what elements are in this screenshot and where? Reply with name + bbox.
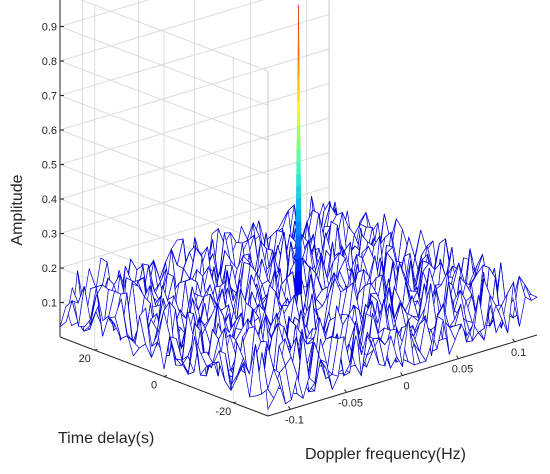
z-tick-label: 0.1 [42,298,57,310]
peak-segment [296,136,301,151]
y-tick-mark [94,348,98,351]
x-tick-label: 0.1 [511,347,526,359]
peak-segment [297,52,300,66]
peak-segment [296,160,301,175]
peak-segment [295,269,302,284]
x-tick-label: -0.1 [285,414,304,426]
x-tick-mark [512,338,516,343]
z-grid-line [79,0,269,72]
x-axis-label: Doppler frequency(Hz) [305,446,466,463]
x-tick-label: 0.05 [452,364,473,376]
peak-spike [294,4,303,296]
x-tick-mark [400,372,403,376]
z-tick-label: 0.6 [42,125,57,137]
axes [59,0,538,417]
peak-segment [297,40,300,54]
peak-segment [296,112,301,127]
z-tick-label: 0.3 [42,229,57,241]
peak-segment [295,209,302,224]
peak-segment [297,88,300,103]
peak-segment [297,64,300,78]
peak-segment [296,148,301,163]
z-axis-label: Amplitude [9,174,26,245]
peak-segment [297,76,300,90]
peak-segment [296,172,301,187]
z-tick-label: 0.8 [42,56,57,68]
x-tick-mark [456,355,459,359]
y-tick-label: -20 [215,406,231,418]
peak-segment [296,100,301,115]
z-tick-label: 0.9 [42,22,57,34]
peak-segment [297,28,300,42]
surface-mesh [59,196,538,411]
y-tick-mark [233,401,237,404]
z-tick-label: 0.4 [42,194,57,206]
peak-segment [295,233,302,248]
x-tick-label: -0.05 [338,397,363,409]
peak-segment [295,221,302,236]
peak-segment [297,16,300,30]
peak-segment [294,281,303,296]
y-axis-label: Time delay(s) [58,430,154,447]
z-tick-label: 0.7 [42,91,57,103]
x-tick-mark [287,406,291,410]
tick-labels: -0.1 -0.05 0 0.05 0.1 -20 0 20 0.1 0.2 0.3 0.4 0.5 0.… [42,22,527,427]
z-tick-label: 0.2 [42,263,57,275]
peak-segment [296,124,301,139]
peak-segment [295,257,302,272]
peak-segment [296,184,301,200]
y-tick-label: 20 [79,353,91,365]
x-tick-label: 0 [403,381,409,393]
y-tick-mark [163,375,168,377]
y-tick-label: 0 [151,380,157,392]
surface-cell [59,299,73,329]
peak-segment [295,245,302,260]
x-tick-mark [344,389,347,393]
peak-segment [295,196,302,212]
z-tick-label: 0.5 [42,160,57,172]
